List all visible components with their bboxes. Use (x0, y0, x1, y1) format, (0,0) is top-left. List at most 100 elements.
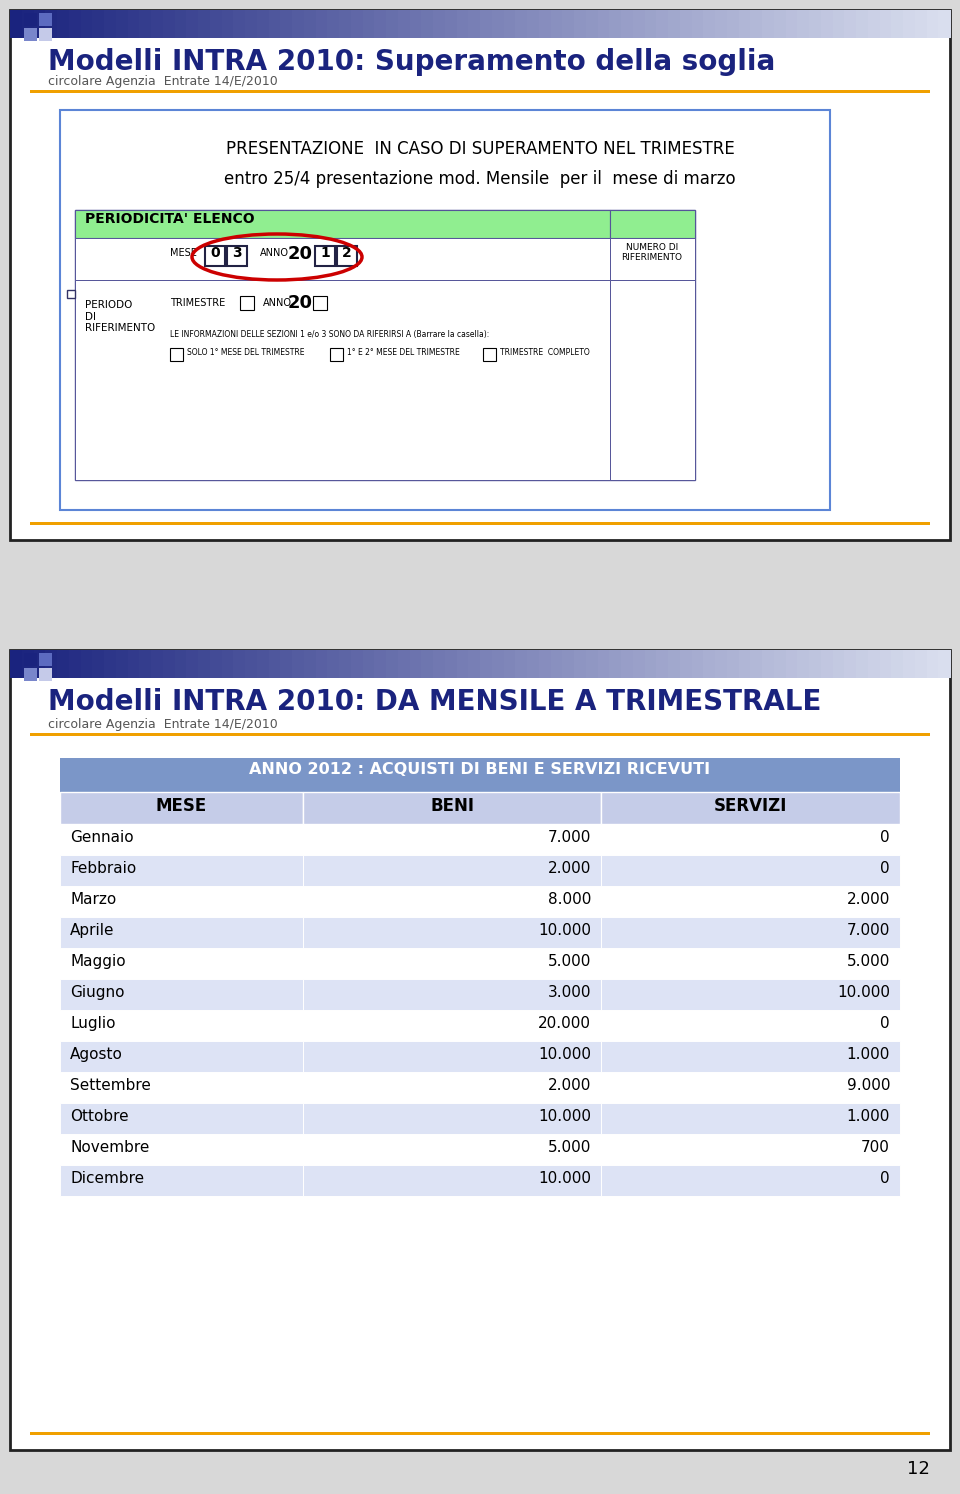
Bar (915, 650, 927, 678)
Bar (751, 650, 763, 678)
Bar (444, 650, 458, 678)
Bar (621, 10, 634, 37)
Bar (492, 10, 505, 37)
Bar (45, 650, 58, 678)
Text: SOLO 1° MESE DEL TRIMESTRE: SOLO 1° MESE DEL TRIMESTRE (187, 348, 304, 357)
Bar (468, 650, 481, 678)
Text: 0: 0 (880, 861, 890, 875)
Text: PERIODICITA' ELENCO: PERIODICITA' ELENCO (85, 212, 254, 226)
Bar (480, 10, 492, 37)
Bar (727, 10, 739, 37)
Bar (601, 1073, 900, 1103)
Bar (738, 650, 752, 678)
Bar (915, 10, 927, 37)
Text: Ottobre: Ottobre (70, 1109, 129, 1123)
Bar (844, 10, 857, 37)
Text: 2.000: 2.000 (847, 892, 890, 907)
Bar (601, 825, 900, 855)
Bar (386, 650, 398, 678)
Bar (610, 279, 695, 480)
Bar (668, 10, 681, 37)
Bar (60, 1103, 303, 1134)
Bar (198, 650, 211, 678)
Bar (715, 650, 728, 678)
Bar (527, 650, 540, 678)
Bar (303, 855, 601, 886)
Text: TRIMESTRE: TRIMESTRE (170, 297, 226, 308)
Bar (139, 650, 152, 678)
Bar (821, 10, 833, 37)
Bar (601, 1010, 900, 1041)
Bar (601, 855, 900, 886)
Bar (67, 290, 75, 297)
Bar (539, 10, 551, 37)
Bar (227, 247, 247, 266)
Text: Gennaio: Gennaio (70, 831, 133, 846)
Bar (170, 348, 183, 362)
Text: Giugno: Giugno (70, 985, 125, 999)
Text: 20: 20 (288, 294, 313, 312)
Bar (303, 825, 601, 855)
Bar (891, 650, 904, 678)
Bar (363, 10, 375, 37)
Bar (657, 650, 669, 678)
Bar (316, 650, 328, 678)
Bar (421, 650, 434, 678)
Text: Dicembre: Dicembre (70, 1171, 144, 1186)
Text: LE INFORMAZIONI DELLE SEZIONI 1 e/o 3 SONO DA RIFERIRSI A (Barrare la casella):: LE INFORMAZIONI DELLE SEZIONI 1 e/o 3 SO… (170, 330, 490, 339)
Bar (339, 10, 351, 37)
Bar (715, 10, 728, 37)
Bar (75, 279, 610, 480)
Bar (303, 1041, 601, 1073)
Bar (601, 1103, 900, 1134)
Text: 3.000: 3.000 (547, 985, 591, 999)
Bar (256, 10, 270, 37)
Text: 9.000: 9.000 (847, 1079, 890, 1094)
Text: 1.000: 1.000 (847, 1047, 890, 1062)
Text: Agosto: Agosto (70, 1047, 123, 1062)
Bar (633, 10, 645, 37)
Bar (303, 886, 601, 917)
Text: 7.000: 7.000 (547, 831, 591, 846)
Text: 8.000: 8.000 (547, 892, 591, 907)
Bar (139, 10, 152, 37)
Bar (938, 10, 951, 37)
Bar (39, 668, 52, 681)
Bar (24, 668, 37, 681)
Text: 1.000: 1.000 (847, 1109, 890, 1123)
Text: 20: 20 (288, 245, 313, 263)
Text: 0: 0 (210, 247, 220, 260)
Bar (60, 792, 303, 825)
Bar (303, 10, 317, 37)
Bar (24, 653, 37, 666)
Bar (175, 10, 187, 37)
Bar (574, 650, 587, 678)
Bar (762, 650, 775, 678)
Bar (69, 650, 82, 678)
Text: MESE: MESE (156, 796, 206, 816)
Bar (903, 10, 916, 37)
Text: Febbraio: Febbraio (70, 861, 136, 875)
Bar (644, 650, 658, 678)
Bar (60, 757, 900, 792)
Bar (209, 10, 223, 37)
Bar (868, 650, 880, 678)
Bar (280, 10, 293, 37)
Bar (844, 650, 857, 678)
Bar (222, 10, 234, 37)
Text: circolare Agenzia  Entrate 14/E/2010: circolare Agenzia Entrate 14/E/2010 (48, 719, 277, 731)
Bar (22, 650, 35, 678)
Bar (774, 650, 786, 678)
Bar (205, 247, 225, 266)
Bar (397, 10, 411, 37)
Bar (550, 10, 564, 37)
Bar (128, 650, 140, 678)
Text: 2: 2 (342, 247, 352, 260)
Text: 5.000: 5.000 (547, 955, 591, 970)
Bar (92, 10, 105, 37)
Bar (751, 10, 763, 37)
Bar (233, 10, 246, 37)
Bar (60, 1165, 303, 1197)
Text: Maggio: Maggio (70, 955, 126, 970)
Bar (601, 1041, 900, 1073)
